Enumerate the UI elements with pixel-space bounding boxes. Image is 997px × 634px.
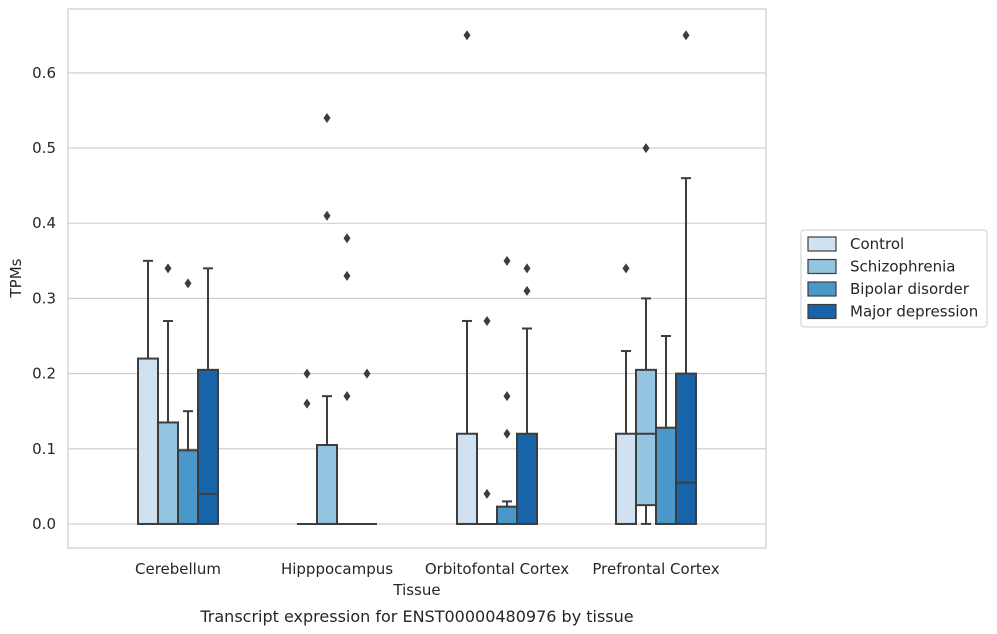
box-schizophrenia xyxy=(477,315,497,525)
box-bipolar-disorder xyxy=(337,233,357,525)
legend-swatch xyxy=(807,281,837,297)
legend-label: Schizophrenia xyxy=(850,258,955,276)
x-tick-label: Cerebellum xyxy=(135,560,221,578)
outlier-point xyxy=(323,113,331,124)
outlier-point xyxy=(642,143,650,154)
box-major-depression xyxy=(675,30,697,525)
outlier-point xyxy=(323,210,331,221)
box-body xyxy=(197,368,219,525)
box-control xyxy=(456,30,478,525)
outlier-point xyxy=(622,263,630,274)
outlier-point xyxy=(483,488,491,499)
box-bipolar-disorder xyxy=(496,255,518,525)
box-major-depression xyxy=(197,267,219,525)
box-control xyxy=(297,368,317,525)
y-tick-label: 0.3 xyxy=(32,289,56,307)
legend-swatch xyxy=(807,236,837,252)
box-body xyxy=(137,357,159,525)
outlier-point xyxy=(343,391,351,402)
legend-label: Bipolar disorder xyxy=(850,280,970,298)
box-body xyxy=(456,432,478,525)
y-tick-label: 0.1 xyxy=(32,440,56,458)
y-tick-label: 0.6 xyxy=(32,64,56,82)
legend-frame xyxy=(800,229,988,328)
box-body xyxy=(655,426,677,525)
box-body xyxy=(635,368,657,507)
outlier-point xyxy=(483,315,491,326)
outlier-point xyxy=(164,263,172,274)
x-axis-label: Tissue xyxy=(392,581,440,599)
outlier-point xyxy=(503,428,511,439)
outlier-point xyxy=(503,255,511,266)
box-schizophrenia xyxy=(316,113,338,525)
y-tick-label: 0.0 xyxy=(32,515,56,533)
legend-label: Major depression xyxy=(850,303,978,321)
y-tick-label: 0.2 xyxy=(32,365,56,383)
x-tick-label: Prefrontal Cortex xyxy=(592,560,719,578)
y-tick-label: 0.5 xyxy=(32,139,56,157)
legend-swatch xyxy=(807,303,837,320)
y-tick-label: 0.4 xyxy=(32,214,56,232)
outlier-point xyxy=(363,368,371,379)
outlier-point xyxy=(343,233,351,244)
box-major-depression xyxy=(357,368,377,525)
x-tick-label: Hipppocampus xyxy=(281,560,393,578)
box-control xyxy=(137,259,159,525)
chart-caption: Transcript expression for ENST0000048097… xyxy=(199,607,633,626)
outlier-point xyxy=(184,278,192,289)
legend: Control Schizophrenia Bipolar disorder Majo… xyxy=(800,229,988,328)
box-major-depression xyxy=(516,263,538,525)
outlier-point xyxy=(503,391,511,402)
outlier-point xyxy=(343,270,351,281)
box-body xyxy=(157,421,179,525)
outlier-point xyxy=(523,263,531,274)
y-axis-label: TPMs xyxy=(7,258,25,298)
box-schizophrenia xyxy=(157,263,179,525)
legend-swatch xyxy=(807,258,837,275)
x-tick-labels: Cerebellum Hipppocampus Orbitofontal Corte… xyxy=(135,560,720,578)
outlier-point xyxy=(303,398,311,409)
x-tick-label: Orbitofontal Cortex xyxy=(425,560,569,578)
box-body xyxy=(316,444,338,525)
outlier-point xyxy=(303,368,311,379)
outlier-point xyxy=(463,30,471,41)
y-tick-labels: 0.0 0.1 0.2 0.3 0.4 0.5 0.6 xyxy=(32,64,56,533)
plot-frame xyxy=(67,8,767,549)
box-body xyxy=(615,432,637,525)
box-body xyxy=(177,449,199,525)
box-body xyxy=(675,372,697,525)
legend-label: Control xyxy=(850,235,904,253)
box-body xyxy=(496,505,518,525)
outlier-point xyxy=(682,30,690,41)
box-bipolar-disorder xyxy=(177,278,199,525)
box-groups xyxy=(137,30,697,525)
outlier-point xyxy=(523,285,531,296)
box-body xyxy=(516,432,538,525)
